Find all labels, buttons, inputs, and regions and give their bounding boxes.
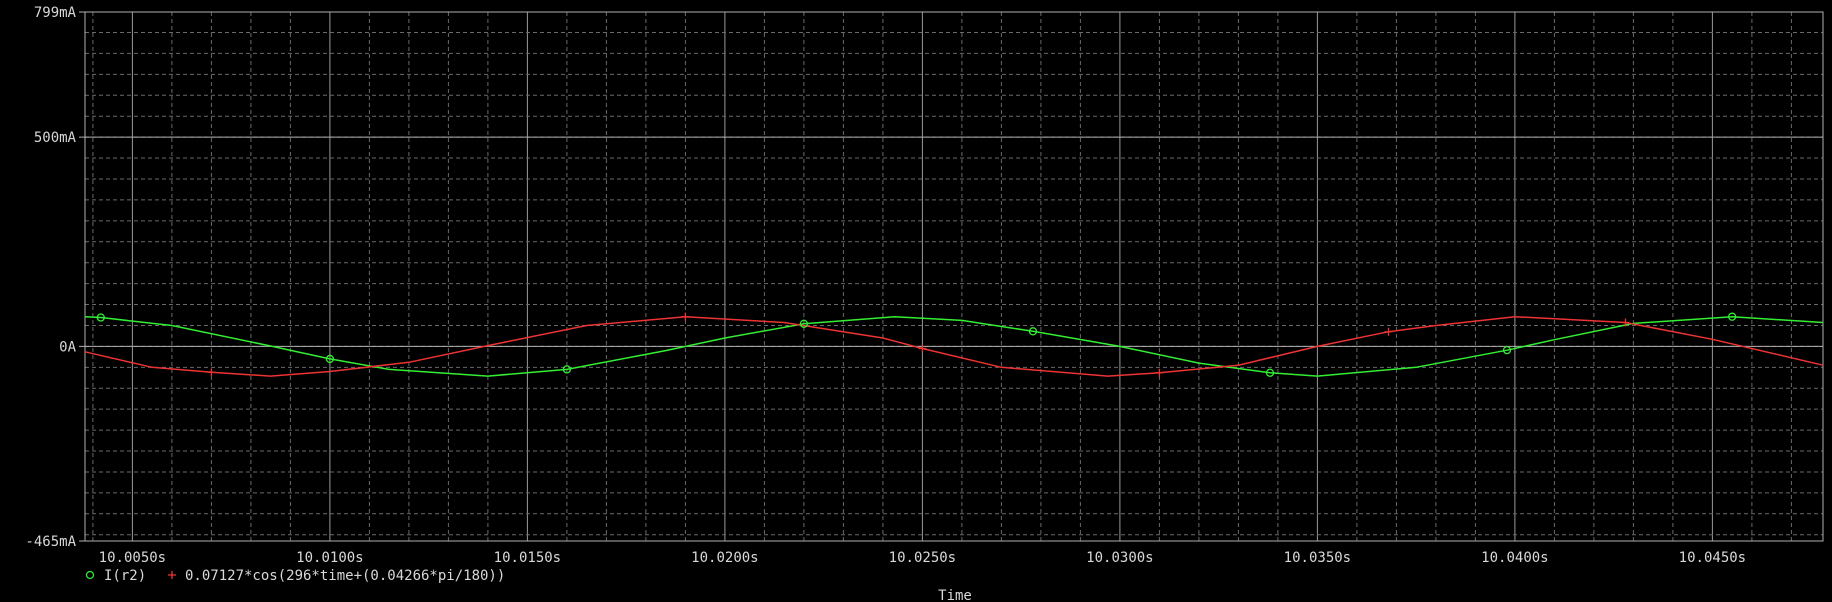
data-point-circle [1028, 327, 1038, 336]
x-tick-label: 10.0400s [1481, 550, 1548, 566]
x-tick-label: 10.0450s [1679, 550, 1746, 566]
y-tick-label: -465mA [25, 534, 76, 550]
data-point-circle [799, 319, 809, 328]
x-tick-label: 10.0100s [296, 550, 363, 566]
grid [85, 11, 1823, 542]
x-axis-label: Time [938, 588, 972, 602]
data-point-plus [1384, 327, 1393, 336]
data-point-plus [1155, 368, 1164, 377]
x-tick-label: 10.0350s [1284, 550, 1351, 566]
legend-label-cosine: 0.07127*cos(296*time+(0.04266*pi/180)) [185, 568, 505, 584]
legend-circle-icon [85, 570, 95, 580]
data-point-plus [1621, 318, 1630, 327]
legend-plus-icon [168, 571, 176, 579]
plot-frame [84, 11, 1824, 542]
y-tick-label: 0A [59, 339, 76, 355]
x-tick-label: 10.0050s [99, 550, 166, 566]
data-point-circle [1502, 346, 1512, 355]
x-tick-label: 10.0150s [494, 550, 561, 566]
y-tick-label: 500mA [34, 130, 77, 146]
data-point-plus [918, 344, 927, 353]
x-tick-label: 10.0250s [889, 550, 956, 566]
legend: I(r2) 0.07127*cos(296*time+(0.04266*pi/18… [85, 568, 505, 584]
legend-label-i-r2: I(r2) [104, 568, 146, 584]
data-point-circle [1728, 312, 1737, 321]
plot-border [84, 11, 1824, 542]
series-line-i-r2 [84, 315, 1824, 377]
data-point-circle [96, 313, 105, 322]
data-point-circle [562, 365, 572, 374]
x-tick-label: 10.0200s [691, 550, 758, 566]
x-axis-ticks: 10.0050s 10.0100s 10.0150s 10.0200s 10.0250s… [99, 550, 1746, 566]
data-point-plus [681, 312, 690, 321]
data-point-plus [207, 368, 216, 377]
data-point-circle [1265, 368, 1275, 377]
data-point-circle [325, 354, 335, 364]
y-axis-ticks: 799mA 500mA 0A -465mA [25, 5, 85, 550]
marker-group [96, 312, 1737, 377]
y-tick-label: 799mA [34, 5, 77, 21]
x-tick-label: 10.0300s [1086, 550, 1153, 566]
